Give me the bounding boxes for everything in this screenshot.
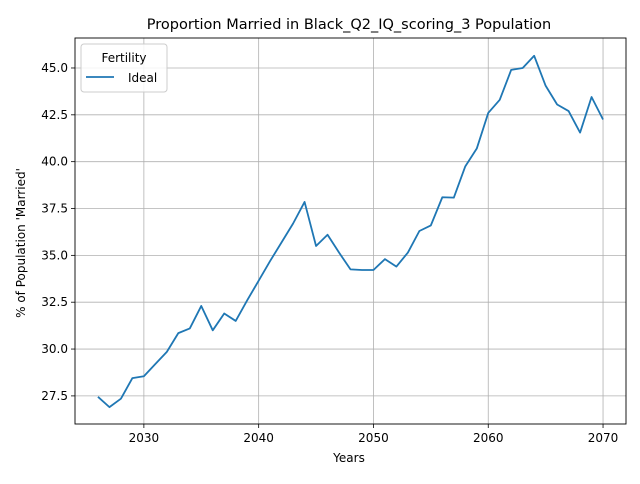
y-tick-label: 27.5 bbox=[41, 389, 68, 403]
x-tick-label: 2070 bbox=[588, 431, 619, 445]
x-tick-label: 2060 bbox=[473, 431, 504, 445]
x-tick-label: 2030 bbox=[129, 431, 160, 445]
grid bbox=[75, 38, 626, 424]
legend: Fertility Ideal bbox=[80, 43, 168, 93]
y-axis-label: % of Population 'Married' bbox=[14, 168, 28, 318]
y-tick-label: 42.5 bbox=[41, 108, 68, 122]
y-tick-label: 32.5 bbox=[41, 295, 68, 309]
chart-title: Proportion Married in Black_Q2_IQ_scorin… bbox=[147, 17, 551, 33]
x-tick-label: 2040 bbox=[243, 431, 274, 445]
plot-frame bbox=[74, 37, 627, 425]
x-tick-label: 2050 bbox=[358, 431, 389, 445]
y-tick-label: 30.0 bbox=[41, 342, 68, 356]
legend-box bbox=[80, 43, 168, 93]
series-line-ideal bbox=[97, 54, 604, 409]
y-tick-label: 35.0 bbox=[41, 248, 68, 262]
y-tick-label: 40.0 bbox=[41, 155, 68, 169]
x-axis-label: Years bbox=[332, 451, 365, 465]
y-tick-label: 45.0 bbox=[41, 61, 68, 75]
y-tick-label: 37.5 bbox=[41, 202, 68, 216]
ticks: 2030 2040 2050 2060 2070 27.5 30.0 32.5 35.0 37.5… bbox=[41, 61, 618, 445]
series-layer bbox=[97, 54, 604, 409]
legend-title: Fertility bbox=[101, 51, 146, 65]
legend-label-ideal: Ideal bbox=[128, 71, 157, 85]
